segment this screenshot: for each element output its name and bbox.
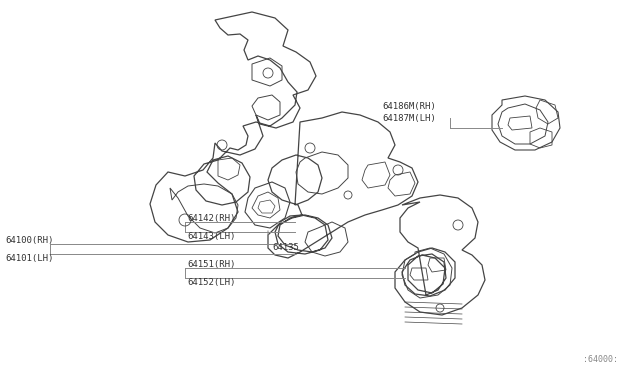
Text: 64135: 64135: [272, 244, 299, 253]
Text: 64100(RH): 64100(RH): [5, 235, 53, 244]
Text: 64187M(LH): 64187M(LH): [382, 113, 436, 122]
Text: 64152(LH): 64152(LH): [187, 278, 236, 286]
Text: 64142(RH): 64142(RH): [187, 214, 236, 222]
Text: 64151(RH): 64151(RH): [187, 260, 236, 269]
Text: :64000:: :64000:: [583, 356, 618, 365]
Text: 64186M(RH): 64186M(RH): [382, 102, 436, 110]
Text: 64101(LH): 64101(LH): [5, 253, 53, 263]
Text: 64143(LH): 64143(LH): [187, 231, 236, 241]
